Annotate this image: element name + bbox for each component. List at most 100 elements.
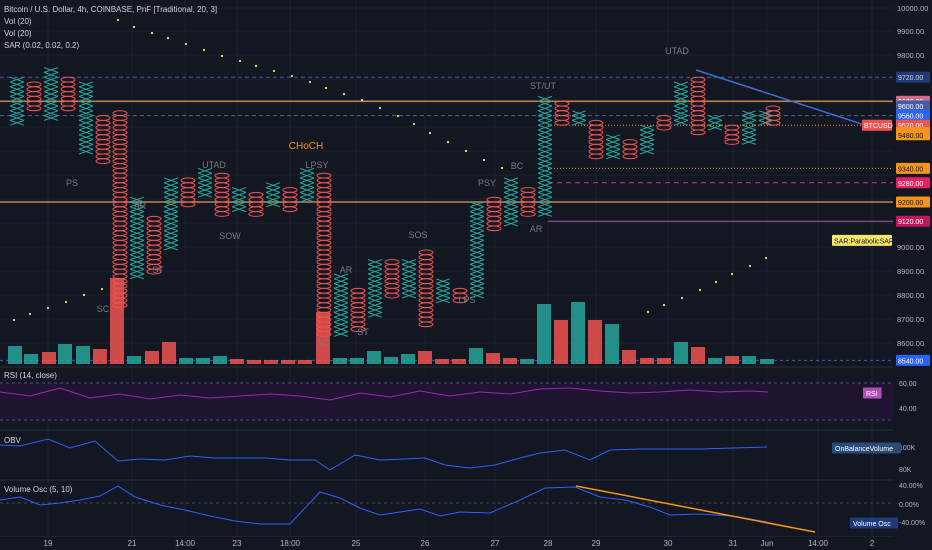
sar-dot-15 <box>272 69 276 73</box>
x-box-27-17 <box>469 283 485 289</box>
o-box-45-1 <box>765 110 781 117</box>
o-box-6-29 <box>112 249 128 256</box>
x-box-9-3 <box>163 191 179 198</box>
o-box-22-5 <box>384 283 400 289</box>
sar-dot-25 <box>446 140 450 144</box>
o-box-18-33 <box>316 331 332 337</box>
x-box-21-8 <box>367 297 383 304</box>
price-tick-5: 8800.00 <box>897 291 924 300</box>
time-tick-8: 28 <box>544 539 553 548</box>
x-box-4-3 <box>78 95 94 102</box>
time-tick-10: 30 <box>664 539 673 548</box>
x-box-17-2 <box>299 177 315 184</box>
obv-panel-title[interactable]: OBV <box>4 436 21 445</box>
x-box-35-0 <box>605 134 621 141</box>
x-box-13-4 <box>231 206 247 213</box>
rsi-panel-title[interactable]: RSI (14, close) <box>4 371 57 380</box>
o-box-22-2 <box>384 268 400 275</box>
x-box-19-7 <box>333 307 349 313</box>
x-box-27-18 <box>469 287 485 294</box>
sar-dot-3 <box>64 300 68 304</box>
volume-bar-4 <box>76 346 90 364</box>
x-box-31-12 <box>537 153 553 160</box>
x-box-25-0 <box>435 278 451 285</box>
o-box-6-17 <box>112 191 128 198</box>
o-box-20-0 <box>350 287 366 294</box>
x-box-31-9 <box>537 139 553 145</box>
x-box-31-6 <box>537 124 553 131</box>
x-box-29-2 <box>503 187 519 193</box>
sar-dot-36 <box>764 256 768 260</box>
o-box-22-0 <box>384 259 400 265</box>
x-box-39-1 <box>673 86 689 93</box>
price-tag-bg-13 <box>896 354 930 366</box>
x-box-27-19 <box>469 292 485 299</box>
chart-title: Bitcoin / U.S. Dollar, 4h, COINBASE, PnF… <box>4 5 218 14</box>
sar-dot-20 <box>360 98 364 102</box>
legend-sar[interactable]: SAR (0.02, 0.02, 0.2) <box>4 41 80 50</box>
x-box-9-14 <box>163 244 179 251</box>
o-box-5-8 <box>95 153 111 160</box>
legend-vol-2[interactable]: Vol (20) <box>4 29 32 38</box>
sar-dot-5 <box>100 287 104 291</box>
x-box-31-20 <box>537 191 553 198</box>
price-tick-0: 10000.00 <box>897 4 928 13</box>
o-box-16-4 <box>282 206 298 213</box>
x-box-27-15 <box>469 273 485 280</box>
volume-bar-1 <box>24 354 38 364</box>
o-box-20-2 <box>350 297 366 304</box>
o-box-22-3 <box>384 273 400 280</box>
price-tag-t9480: 9480.00 <box>898 133 923 140</box>
o-box-6-14 <box>112 177 128 184</box>
legend-vol-1[interactable]: Vol (20) <box>4 17 32 26</box>
o-box-20-5 <box>350 311 366 318</box>
x-box-31-7 <box>537 129 553 136</box>
price-tag-bg-10 <box>896 196 930 208</box>
o-box-12-1 <box>214 177 230 184</box>
x-box-27-8 <box>469 239 485 246</box>
volume-bar-41 <box>708 358 722 364</box>
o-box-5-2 <box>95 124 111 131</box>
o-box-45-0 <box>765 105 781 112</box>
time-tick-14: 2 <box>870 539 875 548</box>
x-box-37-1 <box>639 129 655 136</box>
annotation-label-6: LPSY <box>305 160 328 170</box>
x-box-9-0 <box>163 177 179 184</box>
price-tag-bg-7 <box>896 129 930 141</box>
sar-dot-10 <box>184 42 188 46</box>
x-box-27-3 <box>469 215 485 222</box>
o-box-24-12 <box>418 307 434 313</box>
x-box-21-11 <box>367 311 383 318</box>
x-box-4-0 <box>78 81 94 88</box>
x-box-7-14 <box>129 263 145 270</box>
vosc-panel-title[interactable]: Volume Osc (5, 10) <box>4 485 73 494</box>
o-box-8-6 <box>146 244 162 251</box>
x-box-29-5 <box>503 201 519 208</box>
o-box-28-5 <box>486 220 502 227</box>
x-box-2-2 <box>43 76 59 83</box>
time-axis: 19 21 14:00 23 18:00 25 26 27 28 29 30 31 Jun 14:00 2 <box>0 537 932 550</box>
o-box-22-4 <box>384 278 400 285</box>
volume-bar-40 <box>691 347 705 364</box>
o-box-6-24 <box>112 225 128 232</box>
obv-tick-1: 80K <box>899 467 912 474</box>
o-box-22-1 <box>384 263 400 270</box>
o-box-18-21 <box>316 273 332 280</box>
o-box-10-2 <box>180 187 196 193</box>
x-box-31-0 <box>537 95 553 102</box>
o-box-6-12 <box>112 167 128 174</box>
parabolic-sar-dots <box>12 18 768 322</box>
x-box-15-2 <box>265 191 281 198</box>
volume-bar-17 <box>298 360 312 364</box>
x-box-0-5 <box>9 100 25 107</box>
o-box-42-0 <box>724 124 740 131</box>
x-box-0-2 <box>9 86 25 93</box>
sar-dot-26 <box>464 149 468 153</box>
o-box-40-9 <box>690 119 706 126</box>
x-box-21-0 <box>367 259 383 265</box>
price-tag-bg-0 <box>896 71 930 83</box>
o-box-5-6 <box>95 143 111 150</box>
x-box-33-1 <box>571 115 587 121</box>
o-box-14-3 <box>248 206 264 213</box>
